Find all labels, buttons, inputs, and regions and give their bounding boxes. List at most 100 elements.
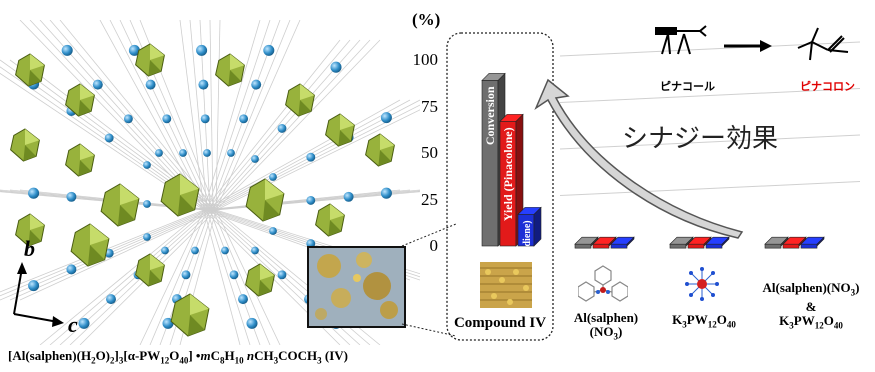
y-tick-label: 100	[412, 50, 439, 69]
polyoxometalate-cluster	[170, 293, 210, 337]
al-atom	[66, 191, 77, 202]
al-atom	[269, 227, 277, 235]
reaction-scheme	[655, 25, 849, 61]
compound-formula: [Al(salphen)(H2O)2]3[α-PW12O40] •mC8H10 …	[8, 348, 348, 366]
series-label-0: Conversion	[483, 86, 497, 145]
al-atom	[263, 44, 275, 56]
al-atom	[143, 161, 151, 169]
al-atom	[106, 294, 116, 305]
crystal-photo	[307, 246, 406, 328]
al-atom	[92, 79, 103, 90]
bar-3-1	[782, 236, 807, 249]
al-atom	[200, 114, 210, 124]
al-atom	[221, 246, 229, 255]
k3pw12o40-molecule	[685, 267, 719, 301]
connector-line-top	[401, 223, 457, 247]
bar-1-0	[574, 236, 599, 249]
al-atom	[343, 191, 354, 202]
bar-2-2	[705, 236, 730, 249]
al-atom	[251, 246, 259, 255]
polyoxometalate-cluster	[65, 83, 95, 117]
y-tick-label: 25	[421, 189, 438, 209]
pinacolone-structure	[797, 27, 849, 61]
al-atom	[227, 149, 235, 157]
gridline-75	[559, 88, 861, 103]
al-atom	[277, 123, 287, 133]
al-atom	[128, 44, 140, 56]
al-atom	[238, 294, 248, 305]
al-atom	[306, 195, 316, 205]
al-atom	[123, 114, 133, 124]
al-atom	[61, 44, 73, 56]
y-tick-label: 0	[429, 236, 439, 255]
polyoxometalate-cluster	[160, 173, 200, 217]
al-atom	[246, 317, 258, 329]
gridline-50	[559, 134, 861, 150]
al-salphen-molecule	[578, 265, 628, 302]
al-atom	[143, 233, 151, 241]
al-atom	[239, 114, 249, 124]
al-atom	[330, 61, 342, 73]
crystal-structure-image	[0, 20, 420, 345]
al-atom	[191, 246, 199, 255]
al-atom	[66, 264, 77, 275]
al-atom	[380, 112, 392, 124]
bar-0-2	[517, 206, 542, 247]
al-atom	[277, 270, 287, 280]
al-atom	[104, 133, 114, 143]
axis-c-label: c	[68, 312, 78, 337]
al-atom	[380, 187, 392, 199]
polyoxometalate-cluster	[215, 53, 245, 87]
al-atom	[269, 173, 277, 181]
synergy-label: シナジー効果	[622, 124, 779, 154]
reaction-arrow	[724, 40, 772, 52]
al-atom	[155, 149, 163, 157]
axis-b-label: b	[24, 236, 35, 261]
al-atom	[179, 149, 187, 157]
category-label-mixture: Al(salphen)(NO3) & K3PW12O40	[762, 280, 860, 331]
al-atom	[251, 79, 262, 90]
al-atom	[229, 270, 239, 280]
bar-1-2	[610, 236, 635, 249]
bar-2-0	[669, 236, 694, 249]
al-atom	[145, 79, 156, 90]
polyoxometalate-cluster	[15, 213, 45, 247]
polyoxometalate-cluster	[365, 133, 395, 167]
category-label-al-salphen: Al(salphen)(NO3)	[573, 310, 639, 342]
bar-1-1	[592, 236, 617, 249]
y-tick-label: 50	[421, 143, 438, 162]
al-atom	[181, 270, 191, 280]
connector-line-bottom	[401, 323, 457, 337]
polyoxometalate-cluster	[135, 43, 165, 77]
category-label-compound-iv: Compound IV	[453, 315, 547, 331]
al-atom	[196, 44, 208, 56]
product-label: ピナコロン	[800, 80, 855, 93]
al-atom	[306, 239, 316, 249]
series-label-1: Yield (Pinacolone)	[501, 127, 515, 221]
polyoxometalate-cluster	[135, 253, 165, 287]
y-axis-unit-label: (%)	[412, 10, 441, 29]
gridline-25	[559, 181, 861, 196]
synergy-arrow	[534, 78, 744, 239]
bar-3-2	[800, 236, 825, 249]
compound-iv-thumbnail	[480, 262, 532, 308]
category-label-k3pw12o40: K3PW12O40	[672, 312, 736, 330]
al-atom	[198, 79, 209, 90]
crystal-photo-image	[309, 248, 404, 326]
bar-3-0	[764, 236, 789, 249]
al-atom	[104, 248, 114, 258]
axis-indicator	[13, 262, 64, 327]
al-atom	[251, 155, 259, 163]
polyoxometalate-cluster	[70, 223, 110, 267]
polyoxometalate-cluster	[245, 263, 275, 297]
al-atom	[306, 152, 316, 162]
polyoxometalate-cluster	[245, 178, 285, 222]
highlight-box	[446, 32, 554, 341]
gridline-100	[559, 41, 861, 57]
polyoxometalate-cluster	[100, 183, 140, 227]
polyoxometalate-cluster	[315, 203, 345, 237]
al-atom	[78, 317, 90, 329]
polyoxometalate-cluster	[10, 128, 40, 162]
polyoxometalate-cluster	[65, 143, 95, 177]
